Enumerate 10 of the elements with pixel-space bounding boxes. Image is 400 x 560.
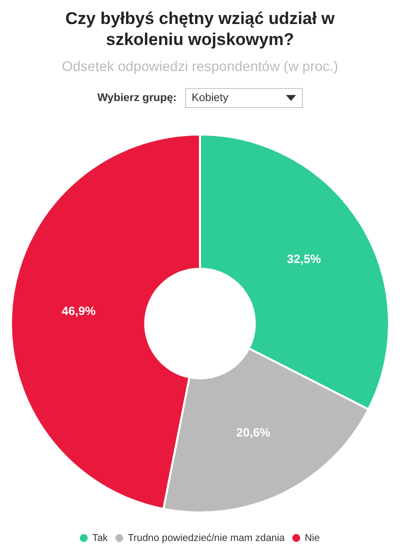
legend-label: Nie xyxy=(304,532,320,544)
legend-label: Trudno powiedzieć/nie mam zdania xyxy=(128,532,286,544)
dropdown-field: Kobiety xyxy=(184,88,303,108)
text: Wybierz grupę: xyxy=(97,92,177,104)
data-label: 20,6% xyxy=(236,425,271,440)
data-label: 46,9% xyxy=(62,304,96,318)
chart-subtitle: Odsetek odpowiedzi respondentów (w proc.) xyxy=(60,58,340,74)
data-label: 32,5% xyxy=(286,252,322,266)
legend-label: Tak xyxy=(92,532,109,544)
chart-title: Czy byłbyś chętny wziąć udział w szkoleniu wojskowym? xyxy=(64,8,336,50)
